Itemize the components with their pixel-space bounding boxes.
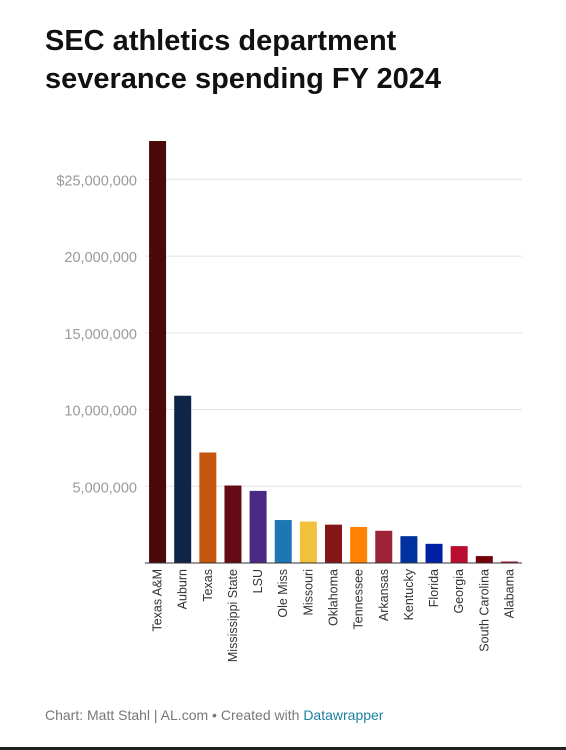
x-axis-category-labels: Texas A&M Auburn Texas Mississippi State LSU… xyxy=(151,568,517,662)
bars xyxy=(149,141,518,563)
bar-alabama xyxy=(500,561,518,563)
category-label: Texas xyxy=(201,569,215,602)
bar-auburn xyxy=(174,395,192,563)
bottom-divider xyxy=(0,747,566,750)
category-label: Auburn xyxy=(176,569,190,609)
bar-chart: 5,000,000 10,000,000 15,000,000 20,000,000 $… xyxy=(56,141,522,662)
category-label: South Carolina xyxy=(477,569,491,652)
chart-title: SEC athletics department severance spend… xyxy=(45,25,442,95)
bar-tennessee xyxy=(350,526,368,563)
y-axis-tick-labels: 5,000,000 10,000,000 15,000,000 20,000,000 $… xyxy=(56,173,137,496)
category-label: LSU xyxy=(251,569,265,593)
category-label: Tennessee xyxy=(352,569,366,630)
category-label: Alabama xyxy=(502,569,516,618)
bar-georgia xyxy=(450,546,468,563)
bar-texas xyxy=(199,452,217,563)
bar-ole-miss xyxy=(274,520,292,563)
category-label: Oklahoma xyxy=(327,569,341,626)
y-tick-label: 10,000,000 xyxy=(64,404,137,420)
y-tick-label: 5,000,000 xyxy=(72,480,137,496)
bar-lsu xyxy=(249,490,267,563)
bar-arkansas xyxy=(375,530,393,563)
category-label: Kentucky xyxy=(402,568,416,620)
bar-missouri xyxy=(299,521,317,563)
footer-credit: Chart: Matt Stahl | AL.com • Created wit… xyxy=(45,707,304,723)
bar-kentucky xyxy=(400,536,418,563)
category-label: Arkansas xyxy=(377,569,391,621)
gridlines xyxy=(145,178,522,487)
bar-mississippi-state xyxy=(224,485,242,563)
y-tick-label: 15,000,000 xyxy=(64,327,137,343)
y-tick-label: 20,000,000 xyxy=(64,250,137,266)
chart-footer: Chart: Matt Stahl | AL.com • Created wit… xyxy=(45,707,383,723)
bar-florida xyxy=(425,543,443,563)
datawrapper-link[interactable]: Datawrapper xyxy=(303,707,384,723)
category-label: Texas A&M xyxy=(151,569,165,632)
category-label: Missouri xyxy=(301,569,315,616)
bar-texas-a-m xyxy=(149,141,167,563)
category-label: Ole Miss xyxy=(276,569,290,618)
category-label: Florida xyxy=(427,569,441,607)
bar-south-carolina xyxy=(475,556,493,563)
bar-oklahoma xyxy=(325,524,342,563)
category-label: Georgia xyxy=(452,569,466,614)
y-tick-label: $25,000,000 xyxy=(56,173,137,189)
category-label: Mississippi State xyxy=(226,569,240,662)
